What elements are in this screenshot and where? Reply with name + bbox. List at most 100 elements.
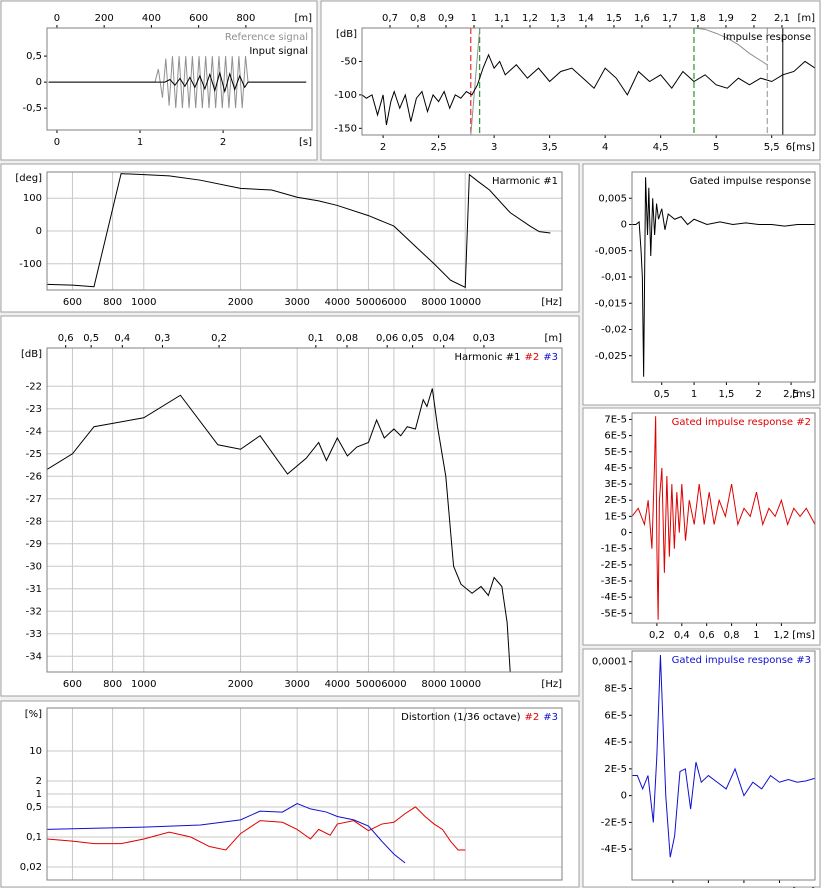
- y-tick-label: -28: [26, 516, 42, 527]
- legend-entry: #2: [525, 352, 540, 363]
- x-unit: [ms]: [792, 630, 815, 641]
- y-unit: [dB]: [336, 29, 357, 40]
- series-line: [470, 28, 768, 135]
- y-tick-label: -31: [26, 584, 42, 595]
- x2-tick-label: 1,1: [494, 13, 510, 24]
- y-unit: [dB]: [21, 349, 42, 360]
- x-tick-label: 800: [103, 679, 122, 690]
- x-tick-label: 2,5: [431, 142, 447, 153]
- x-tick-label: 0,4: [674, 630, 690, 641]
- y-tick-label: -100: [19, 259, 42, 270]
- x2-tick-label: 600: [189, 13, 208, 24]
- x2-tick-label: 400: [142, 13, 161, 24]
- y-unit: [deg]: [15, 173, 42, 184]
- x-tick-label: 10000: [449, 679, 481, 690]
- y-tick-label: -0,005: [595, 246, 627, 257]
- y-tick-label: -26: [26, 471, 42, 482]
- x-tick-label: 0,8: [724, 630, 740, 641]
- x-unit: [ms]: [792, 389, 815, 400]
- x-unit: [s]: [299, 137, 312, 148]
- y-tick-label: -2E-5: [601, 817, 627, 828]
- x-tick-label: 4: [602, 142, 608, 153]
- x2-tick-label: 0,8: [410, 13, 426, 24]
- x-tick-label: 2: [380, 142, 386, 153]
- x-tick-label: 2: [220, 137, 226, 148]
- plot-frame: [46, 347, 563, 673]
- series-line: [632, 655, 815, 858]
- x2-tick-label: 1,6: [634, 13, 650, 24]
- x2-tick-label: 1,4: [578, 13, 594, 24]
- x2-tick-label: 800: [236, 13, 255, 24]
- y-tick-label: -4E-5: [601, 844, 627, 855]
- x-tick-label: 3000: [284, 297, 309, 308]
- y-tick-label: 0: [621, 220, 627, 231]
- x2-tick-label: 0,5: [83, 333, 99, 344]
- y-tick-label: -1E-5: [601, 544, 627, 555]
- x2-tick-label: 0,03: [473, 333, 495, 344]
- x-tick-label: 1,5: [718, 389, 734, 400]
- x-tick-label: 600: [63, 679, 82, 690]
- x-tick-label: 6000: [381, 297, 406, 308]
- legend-entry: Harmonic #1: [455, 352, 521, 363]
- legend-entry: Input signal: [249, 46, 308, 57]
- y-unit: [%]: [25, 709, 42, 720]
- x-tick-label: 3000: [284, 679, 309, 690]
- y-tick-label: 0,5: [26, 802, 42, 813]
- y-tick-label: 0: [36, 226, 42, 237]
- x-tick-label: 10000: [449, 297, 481, 308]
- y-tick-label: -0,01: [601, 272, 627, 283]
- y-tick-label: 0: [621, 528, 627, 539]
- x-tick-label: 5,5: [764, 142, 780, 153]
- legend-entry: Gated impulse response #2: [672, 417, 811, 428]
- y-tick-label: -4E-5: [601, 592, 627, 603]
- series-line: [362, 53, 815, 126]
- y-tick-label: -27: [26, 494, 42, 505]
- y-tick-label: 1E-5: [604, 511, 627, 522]
- plot-frame: [631, 171, 816, 383]
- x-tick-label: 5000: [356, 679, 381, 690]
- y-tick-label: 5E-5: [604, 447, 627, 458]
- x-tick-label: 1000: [131, 297, 156, 308]
- y-tick-label: -3E-5: [601, 576, 627, 587]
- series-line: [47, 388, 511, 672]
- y-tick-label: 100: [23, 193, 42, 204]
- y-tick-label: 6E-5: [604, 710, 627, 721]
- y-tick-label: 1: [36, 789, 42, 800]
- x-unit: [ms]: [792, 142, 815, 153]
- legend-entry: #3: [543, 712, 558, 723]
- y-tick-label: -50: [341, 56, 357, 67]
- y-tick-label: 10: [29, 746, 42, 757]
- y-tick-label: 0,5: [26, 51, 42, 62]
- legend: Harmonic #1 #2 #3: [455, 352, 558, 363]
- y-tick-label: -150: [334, 123, 357, 134]
- series-line: [632, 416, 815, 620]
- x2-tick-label: 0,6: [58, 333, 74, 344]
- y-tick-label: -22: [26, 381, 42, 392]
- x-tick-label: 4000: [325, 297, 350, 308]
- y-tick-label: -100: [334, 90, 357, 101]
- x-tick-label: 1000: [131, 679, 156, 690]
- y-tick-label: -24: [26, 426, 42, 437]
- y-tick-label: 0,0001: [592, 657, 627, 668]
- y-tick-label: 0,005: [598, 193, 627, 204]
- x2-tick-label: 2: [751, 13, 757, 24]
- y-tick-label: -0,015: [595, 298, 627, 309]
- x-tick-label: 600: [63, 297, 82, 308]
- y-tick-label: 3E-5: [604, 479, 627, 490]
- x2-tick-label: 1,3: [550, 13, 566, 24]
- marker-label: 6: [786, 142, 792, 153]
- y-tick-label: 0,02: [20, 862, 42, 873]
- series-line: [47, 802, 406, 864]
- x-tick-label: 4000: [325, 679, 350, 690]
- x2-tick-label: 2,1: [774, 13, 790, 24]
- y-tick-label: -32: [26, 606, 42, 617]
- x-tick-label: 4,5: [653, 142, 669, 153]
- x-tick-label: 3: [491, 142, 497, 153]
- y-tick-label: 2E-5: [604, 495, 627, 506]
- x2-tick-label: 1,9: [718, 13, 734, 24]
- x2-tick-label: 1: [471, 13, 477, 24]
- y-tick-label: -29: [26, 539, 42, 550]
- x-unit: [Hz]: [541, 297, 562, 308]
- x2-tick-label: 0,2: [211, 333, 227, 344]
